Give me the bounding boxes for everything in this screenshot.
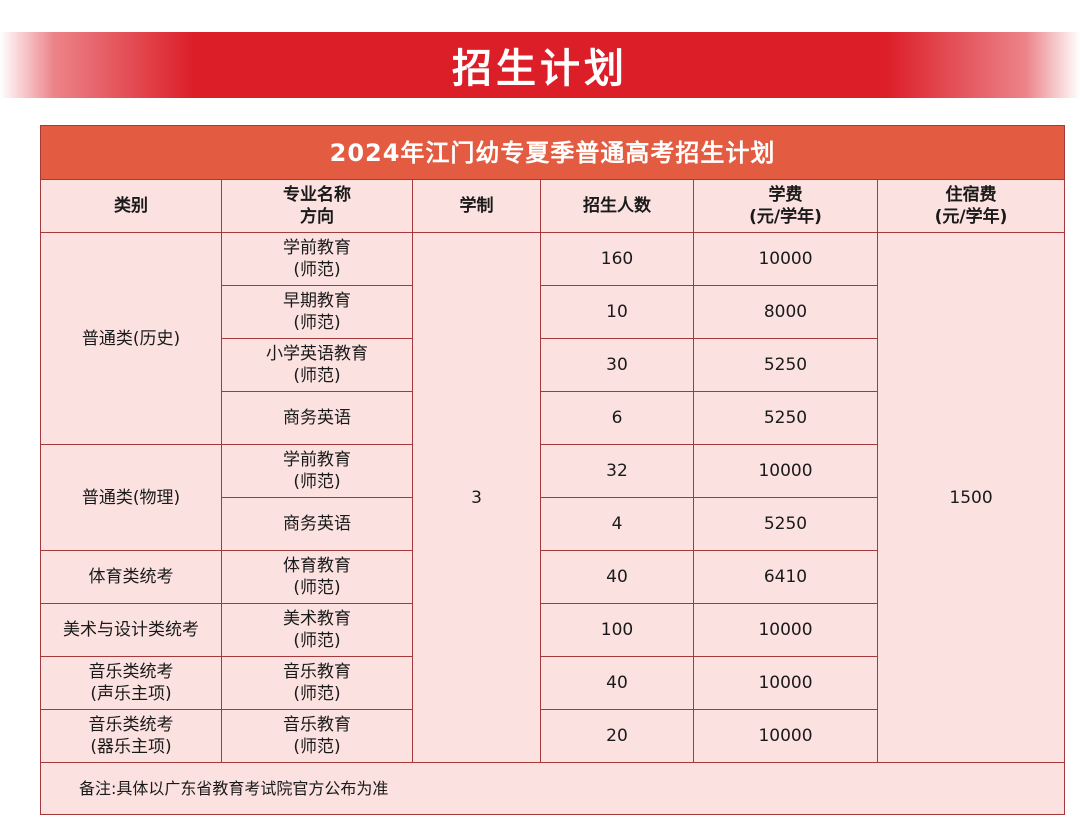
table-row: 音乐类统考 (声乐主项) 音乐教育 (师范) 40 10000 — [40, 656, 1065, 710]
table-note-row: 备注:具体以广东省教育考试院官方公布为准 — [39, 762, 1066, 815]
major-cell: 商务英语 — [221, 391, 413, 445]
category-cell: 音乐类统考 (声乐主项) — [40, 656, 222, 710]
header-enrollment: 招生人数 — [540, 179, 694, 233]
tuition-cell: 10000 — [693, 603, 878, 657]
header-duration: 学制 — [412, 179, 541, 233]
table-row: 普通类(物理) 学前教育 (师范) 32 10000 — [40, 444, 1065, 551]
tuition-cell: 6410 — [693, 550, 878, 604]
tuition-cell: 5250 — [693, 338, 878, 392]
count-cell: 10 — [540, 285, 694, 339]
table-row: 早期教育 (师范) 10 8000 — [41, 285, 1065, 339]
banner-title: 招生计划 — [452, 46, 628, 92]
table-row: 普通类(历史) 学前教育 (师范) 3 160 10000 1500 — [40, 232, 1066, 763]
tuition-cell: 10000 — [693, 709, 878, 763]
tuition-cell: 5250 — [693, 497, 878, 551]
header-major: 专业名称 方向 — [221, 179, 413, 233]
count-cell: 40 — [540, 656, 694, 710]
table-title-row: 2024年江门幼专夏季普通高考招生计划 — [39, 125, 1066, 180]
table-row: 体育类统考 体育教育 (师范) 40 6410 — [40, 550, 1065, 604]
count-cell: 20 — [540, 709, 694, 763]
enrollment-plan-table: 2024年江门幼专夏季普通高考招生计划 类别 专业名称 方向 学制 招生人数 学… — [39, 125, 1066, 815]
count-cell: 40 — [540, 550, 694, 604]
major-cell: 商务英语 — [221, 497, 413, 551]
major-cell: 小学英语教育 (师范) — [221, 338, 413, 392]
table-row: 美术与设计类统考 美术教育 (师范) 100 10000 — [40, 603, 1065, 657]
table-note: 备注:具体以广东省教育考试院官方公布为准 — [39, 762, 1066, 815]
dorm-fee-cell: 1500 — [876, 232, 1066, 763]
count-cell: 30 — [540, 338, 694, 392]
category-cell: 普通类(历史) — [40, 232, 222, 445]
tuition-cell: 10000 — [693, 656, 878, 710]
major-cell: 音乐教育 (师范) — [221, 656, 413, 710]
count-cell: 4 — [540, 497, 694, 551]
tuition-cell: 5250 — [693, 391, 878, 445]
count-cell: 100 — [540, 603, 694, 657]
duration-cell: 3 — [412, 232, 541, 763]
table-row: 商务英语 4 5250 — [41, 497, 1065, 551]
major-cell: 音乐教育 (师范) — [221, 709, 413, 763]
major-cell: 学前教育 (师范) — [221, 232, 413, 286]
count-cell: 160 — [540, 232, 694, 286]
banner: 招生计划 — [0, 32, 1080, 98]
count-cell: 6 — [540, 391, 694, 445]
header-category: 类别 — [40, 179, 222, 233]
major-cell: 美术教育 (师范) — [221, 603, 413, 657]
header-dorm: 住宿费 (元/学年) — [876, 179, 1066, 233]
tuition-cell: 10000 — [693, 232, 878, 286]
tuition-cell: 10000 — [693, 444, 878, 498]
count-cell: 32 — [540, 444, 694, 498]
major-cell: 体育教育 (师范) — [221, 550, 413, 604]
table-row: 小学英语教育 (师范) 30 5250 — [41, 338, 1065, 392]
header-tuition: 学费 (元/学年) — [693, 179, 878, 233]
category-cell: 普通类(物理) — [40, 444, 222, 551]
category-cell: 体育类统考 — [40, 550, 222, 604]
category-cell: 美术与设计类统考 — [40, 603, 222, 657]
table-title: 2024年江门幼专夏季普通高考招生计划 — [39, 125, 1066, 180]
major-cell: 学前教育 (师范) — [221, 444, 413, 498]
table-row: 商务英语 6 5250 — [41, 391, 1065, 445]
category-cell: 音乐类统考 (器乐主项) — [40, 709, 222, 763]
major-cell: 早期教育 (师范) — [221, 285, 413, 339]
table-header-row: 类别 专业名称 方向 学制 招生人数 学费 (元/学年) 住宿费 (元/学年) — [40, 179, 1066, 233]
tuition-cell: 8000 — [693, 285, 878, 339]
